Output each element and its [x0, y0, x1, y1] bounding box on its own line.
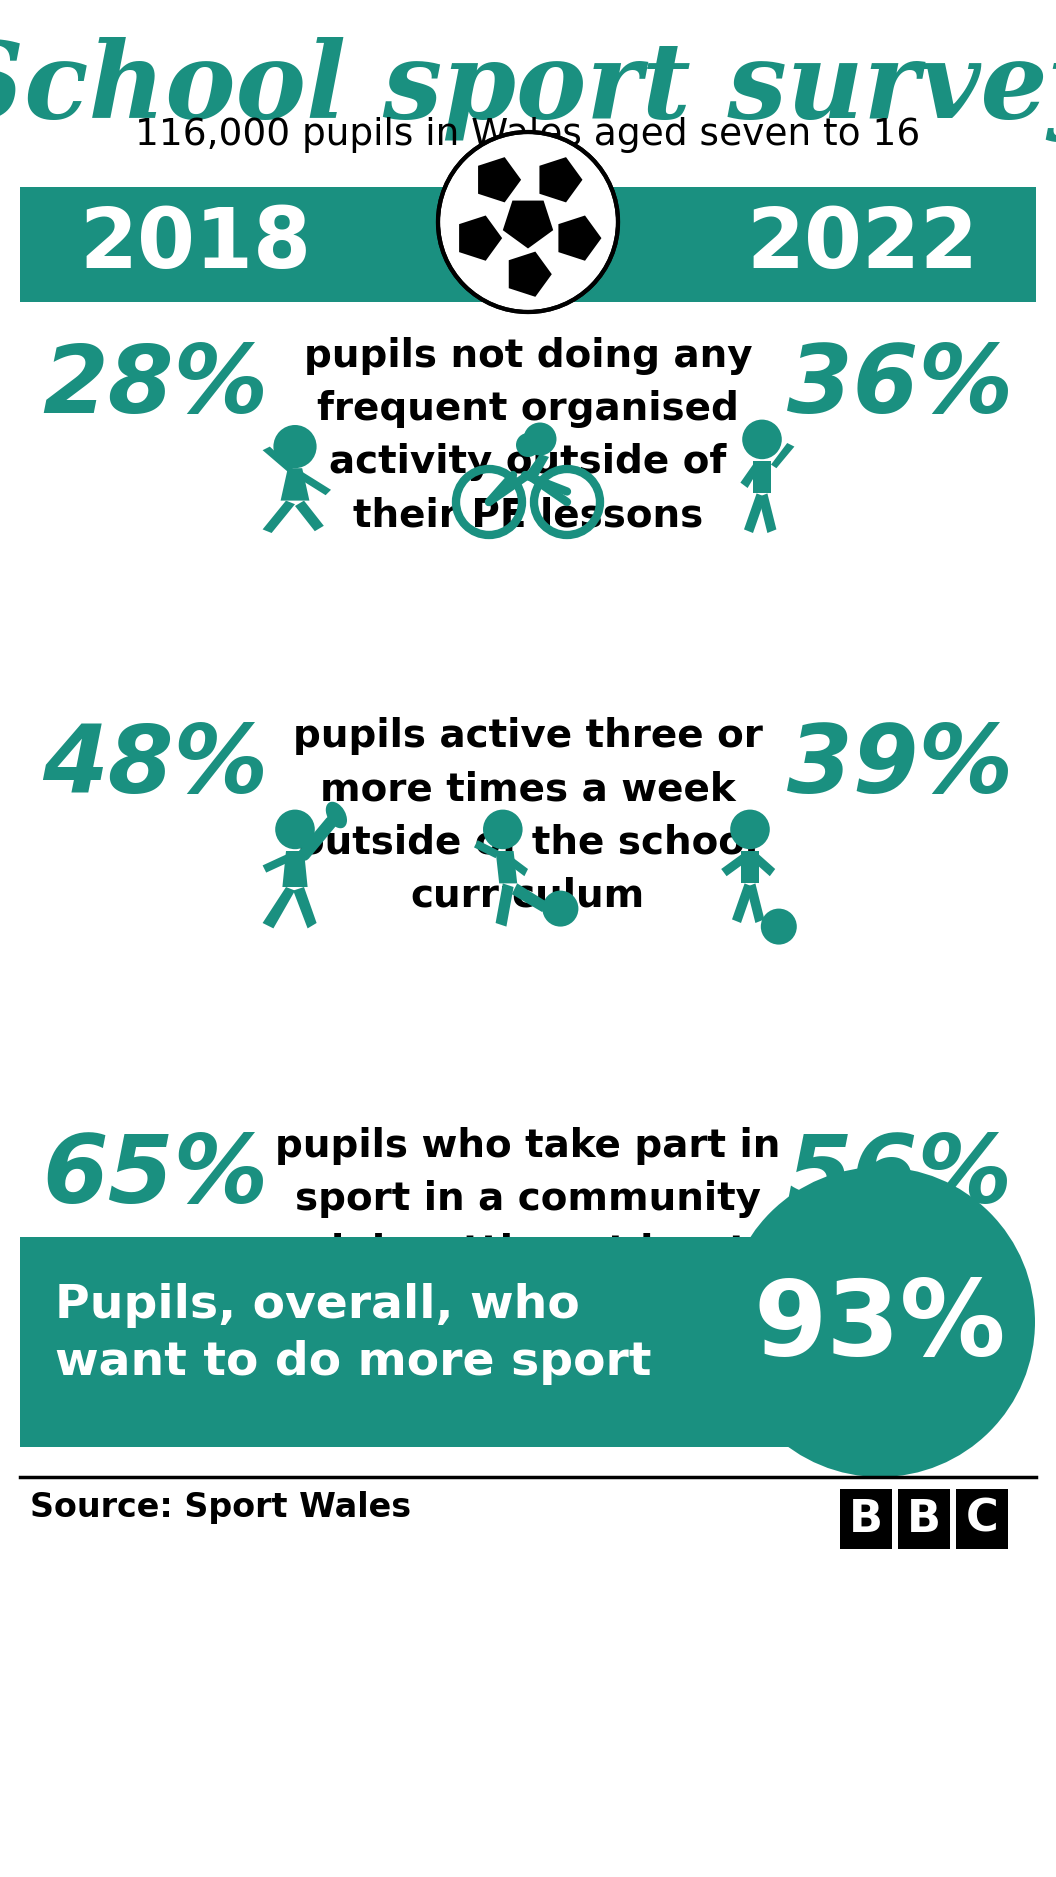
Circle shape: [760, 908, 797, 944]
Polygon shape: [740, 465, 758, 488]
Ellipse shape: [326, 801, 347, 828]
FancyBboxPatch shape: [898, 1488, 950, 1549]
Text: C: C: [965, 1498, 998, 1541]
Polygon shape: [747, 884, 765, 923]
Circle shape: [524, 422, 557, 456]
Polygon shape: [510, 858, 528, 877]
Polygon shape: [460, 216, 501, 259]
Text: 28%: 28%: [42, 342, 268, 434]
Text: 56%: 56%: [787, 1132, 1013, 1224]
Text: 2018: 2018: [79, 205, 312, 285]
Polygon shape: [281, 467, 309, 501]
Polygon shape: [263, 888, 295, 929]
Polygon shape: [758, 494, 776, 533]
Polygon shape: [294, 888, 317, 929]
Polygon shape: [525, 454, 549, 479]
Polygon shape: [263, 854, 289, 873]
Polygon shape: [474, 841, 499, 858]
Polygon shape: [263, 501, 295, 533]
Polygon shape: [479, 158, 520, 201]
Text: 2022: 2022: [746, 205, 978, 285]
Polygon shape: [741, 850, 759, 884]
Text: 39%: 39%: [787, 721, 1013, 813]
Text: pupils who take part in
sport in a community
club setting at least
once a week: pupils who take part in sport in a commu…: [276, 1126, 780, 1323]
Polygon shape: [744, 494, 766, 533]
Polygon shape: [560, 216, 600, 259]
Polygon shape: [504, 201, 552, 248]
Circle shape: [516, 434, 540, 456]
Text: 93%: 93%: [754, 1276, 1006, 1378]
FancyBboxPatch shape: [20, 188, 1036, 302]
Text: School sport survey: School sport survey: [0, 38, 1056, 143]
Polygon shape: [263, 447, 294, 471]
Text: pupils active three or
more times a week
outside of the school
curriculum: pupils active three or more times a week…: [294, 717, 762, 914]
Circle shape: [276, 809, 315, 848]
Polygon shape: [495, 884, 513, 927]
Text: 48%: 48%: [42, 721, 268, 813]
Polygon shape: [510, 253, 550, 295]
FancyBboxPatch shape: [20, 1237, 850, 1447]
Circle shape: [725, 1167, 1035, 1477]
Text: Pupils, overall, who
want to do more sport: Pupils, overall, who want to do more spo…: [55, 1282, 652, 1385]
Circle shape: [483, 809, 523, 848]
Polygon shape: [771, 443, 794, 467]
Text: pupils not doing any
frequent organised
activity outside of
their PE lessons: pupils not doing any frequent organised …: [304, 338, 752, 533]
FancyBboxPatch shape: [840, 1488, 892, 1549]
Polygon shape: [721, 854, 747, 877]
Polygon shape: [753, 462, 771, 494]
Circle shape: [543, 890, 579, 927]
Polygon shape: [295, 501, 324, 531]
Polygon shape: [541, 158, 581, 201]
Polygon shape: [512, 884, 546, 912]
Circle shape: [274, 424, 317, 467]
Polygon shape: [754, 854, 775, 877]
Polygon shape: [495, 850, 517, 884]
Polygon shape: [297, 471, 331, 496]
Circle shape: [742, 420, 781, 460]
Circle shape: [438, 131, 618, 312]
FancyBboxPatch shape: [956, 1488, 1008, 1549]
Polygon shape: [282, 850, 307, 888]
Text: Source: Sport Wales: Source: Sport Wales: [30, 1490, 411, 1524]
Text: B: B: [907, 1498, 941, 1541]
Circle shape: [730, 809, 770, 848]
Text: 116,000 pupils in Wales aged seven to 16: 116,000 pupils in Wales aged seven to 16: [135, 116, 921, 154]
Text: 36%: 36%: [787, 342, 1013, 434]
Text: 65%: 65%: [42, 1132, 268, 1224]
Text: B: B: [849, 1498, 883, 1541]
Polygon shape: [732, 884, 754, 923]
